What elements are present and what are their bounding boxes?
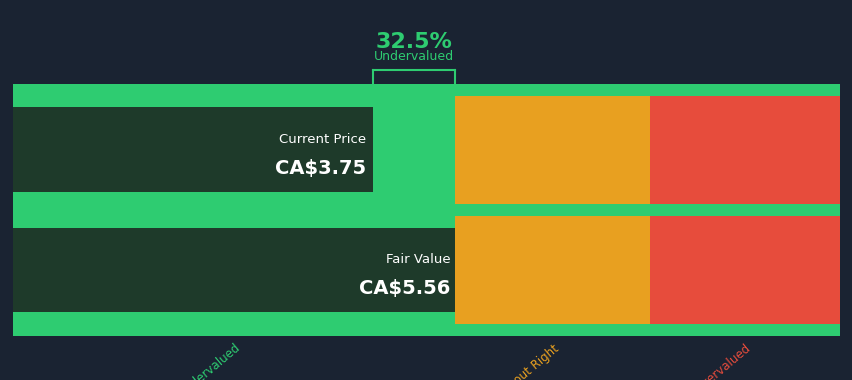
Bar <box>455 84 649 336</box>
Text: CA$3.75: CA$3.75 <box>274 159 366 178</box>
Text: Fair Value: Fair Value <box>385 253 450 266</box>
Bar <box>649 84 839 336</box>
Bar <box>13 228 455 312</box>
Bar <box>13 108 372 192</box>
Text: 20% Overvalued: 20% Overvalued <box>669 342 752 380</box>
Text: 32.5%: 32.5% <box>375 32 452 52</box>
Text: 20% Undervalued: 20% Undervalued <box>153 342 242 380</box>
Text: Undervalued: Undervalued <box>373 51 453 63</box>
Text: About Right: About Right <box>498 342 561 380</box>
Bar <box>13 204 839 216</box>
Text: Current Price: Current Price <box>279 133 366 146</box>
Bar <box>13 324 839 336</box>
Bar <box>13 84 839 96</box>
Bar <box>13 84 455 336</box>
Text: CA$5.56: CA$5.56 <box>359 279 450 298</box>
